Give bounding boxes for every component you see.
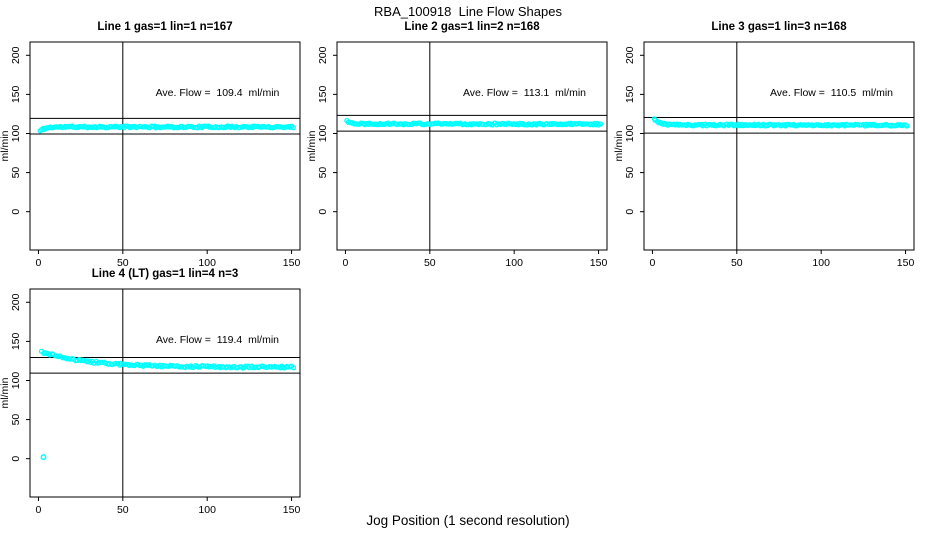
x-tick-label: 150 [897, 257, 915, 268]
plot-line-1: 0 50 100 150 0 50 100 150 200 ml/min [0, 41, 301, 268]
x-tick-label: 50 [731, 257, 743, 268]
x-tick-label: 50 [117, 504, 129, 515]
y-tick-label: 50 [317, 167, 329, 179]
data-point [406, 121, 412, 128]
y-axis-label: ml/min [0, 377, 11, 408]
plot-box [29, 288, 301, 498]
panel-line-3: 0 50 100 150 0 50 100 150 200 ml/min Line 3 gas=1… [614, 18, 921, 268]
x-tick-label: 0 [36, 257, 42, 268]
y-tick-label: 0 [624, 209, 636, 215]
y-tick-label: 100 [10, 125, 22, 143]
y-axis-label: ml/min [307, 130, 318, 161]
x-tick-label: 0 [343, 257, 349, 268]
panel-title: Line 1 gas=1 lin=1 n=167 [97, 21, 233, 33]
y-tick-label: 200 [10, 46, 22, 64]
panel-line-4: 0 50 100 150 0 50 100 150 200 ml/min Line 4 (LT) … [0, 265, 307, 515]
data-point [175, 364, 182, 370]
y-tick-label: 100 [624, 125, 636, 143]
y-tick-label: 0 [317, 209, 329, 215]
ave-flow-annotation: Ave. Flow = 119.4 ml/min [155, 334, 280, 346]
data-point [250, 364, 256, 371]
y-tick-label: 100 [317, 125, 329, 143]
panel-title: Line 4 (LT) gas=1 lin=4 n=3 [91, 268, 239, 280]
data-point [290, 124, 296, 131]
x-tick-label: 50 [117, 257, 129, 268]
data-point [59, 124, 66, 131]
x-tick-label: 150 [590, 257, 608, 268]
data-point [374, 121, 381, 128]
y-tick-label: 0 [10, 209, 22, 215]
ave-flow-annotation: Ave. Flow = 109.4 ml/min [155, 87, 280, 99]
x-tick-label: 0 [650, 257, 656, 268]
y-tick-label: 150 [10, 332, 22, 350]
data-point [220, 124, 226, 131]
x-tick-label: 50 [424, 257, 436, 268]
x-tick-label: 100 [505, 257, 523, 268]
data-point [597, 121, 604, 127]
data-point [254, 123, 260, 130]
ave-flow-annotation: Ave. Flow = 110.5 ml/min [769, 87, 894, 99]
data-point [96, 359, 102, 366]
y-axis-label: ml/min [0, 130, 11, 161]
y-tick-label: 50 [10, 414, 22, 426]
data-point [67, 123, 73, 129]
x-tick-label: 150 [283, 504, 301, 515]
plot-box [336, 41, 608, 251]
data-point [480, 121, 486, 128]
data-point [521, 122, 527, 128]
plot-line-2: 0 50 100 150 0 50 100 150 200 ml/min [307, 41, 608, 268]
x-tick-label: 100 [198, 257, 216, 268]
data-point [538, 121, 544, 127]
x-tick-label: 0 [36, 504, 42, 515]
panel-line-2: 0 50 100 150 0 50 100 150 200 ml/min Line 2 gas=1… [307, 18, 614, 268]
panel-title: Line 3 gas=1 lin=3 n=168 [711, 21, 847, 33]
y-tick-label: 150 [317, 85, 329, 103]
data-point [689, 122, 695, 129]
y-tick-label: 150 [10, 85, 22, 103]
data-point [64, 356, 70, 362]
y-tick-label: 0 [10, 456, 22, 462]
data-point [807, 122, 813, 128]
x-tick-label: 100 [812, 257, 830, 268]
y-axis-label: ml/min [614, 130, 625, 161]
data-point [559, 121, 565, 128]
plot-line-4: 0 50 100 150 0 50 100 150 200 ml/min [0, 288, 301, 515]
data-point [732, 122, 739, 128]
y-tick-label: 200 [10, 293, 22, 311]
x-tick-label: 100 [198, 504, 216, 515]
x-axis-label: Jog Position (1 second resolution) [366, 513, 570, 528]
y-tick-label: 100 [10, 372, 22, 390]
page-title: RBA_100918 Line Flow Shapes [374, 4, 562, 19]
plot-line-3: 0 50 100 150 0 50 100 150 200 ml/min [614, 41, 915, 268]
panel-title: Line 2 gas=1 lin=2 n=168 [404, 21, 540, 33]
y-tick-label: 200 [317, 46, 329, 64]
y-tick-label: 150 [624, 85, 636, 103]
panel-line-1: 0 50 100 150 0 50 100 150 200 ml/min Line 1 gas=1… [0, 18, 307, 268]
plot-box [643, 41, 915, 251]
y-tick-label: 200 [624, 46, 636, 64]
y-tick-label: 50 [10, 167, 22, 179]
plot-box [29, 41, 301, 251]
data-point [290, 365, 297, 371]
y-tick-label: 50 [624, 167, 636, 179]
data-point [904, 123, 910, 129]
data-point [159, 124, 165, 130]
outlier-point [40, 454, 47, 461]
ave-flow-annotation: Ave. Flow = 113.1 ml/min [462, 87, 587, 99]
x-tick-label: 150 [283, 257, 301, 268]
